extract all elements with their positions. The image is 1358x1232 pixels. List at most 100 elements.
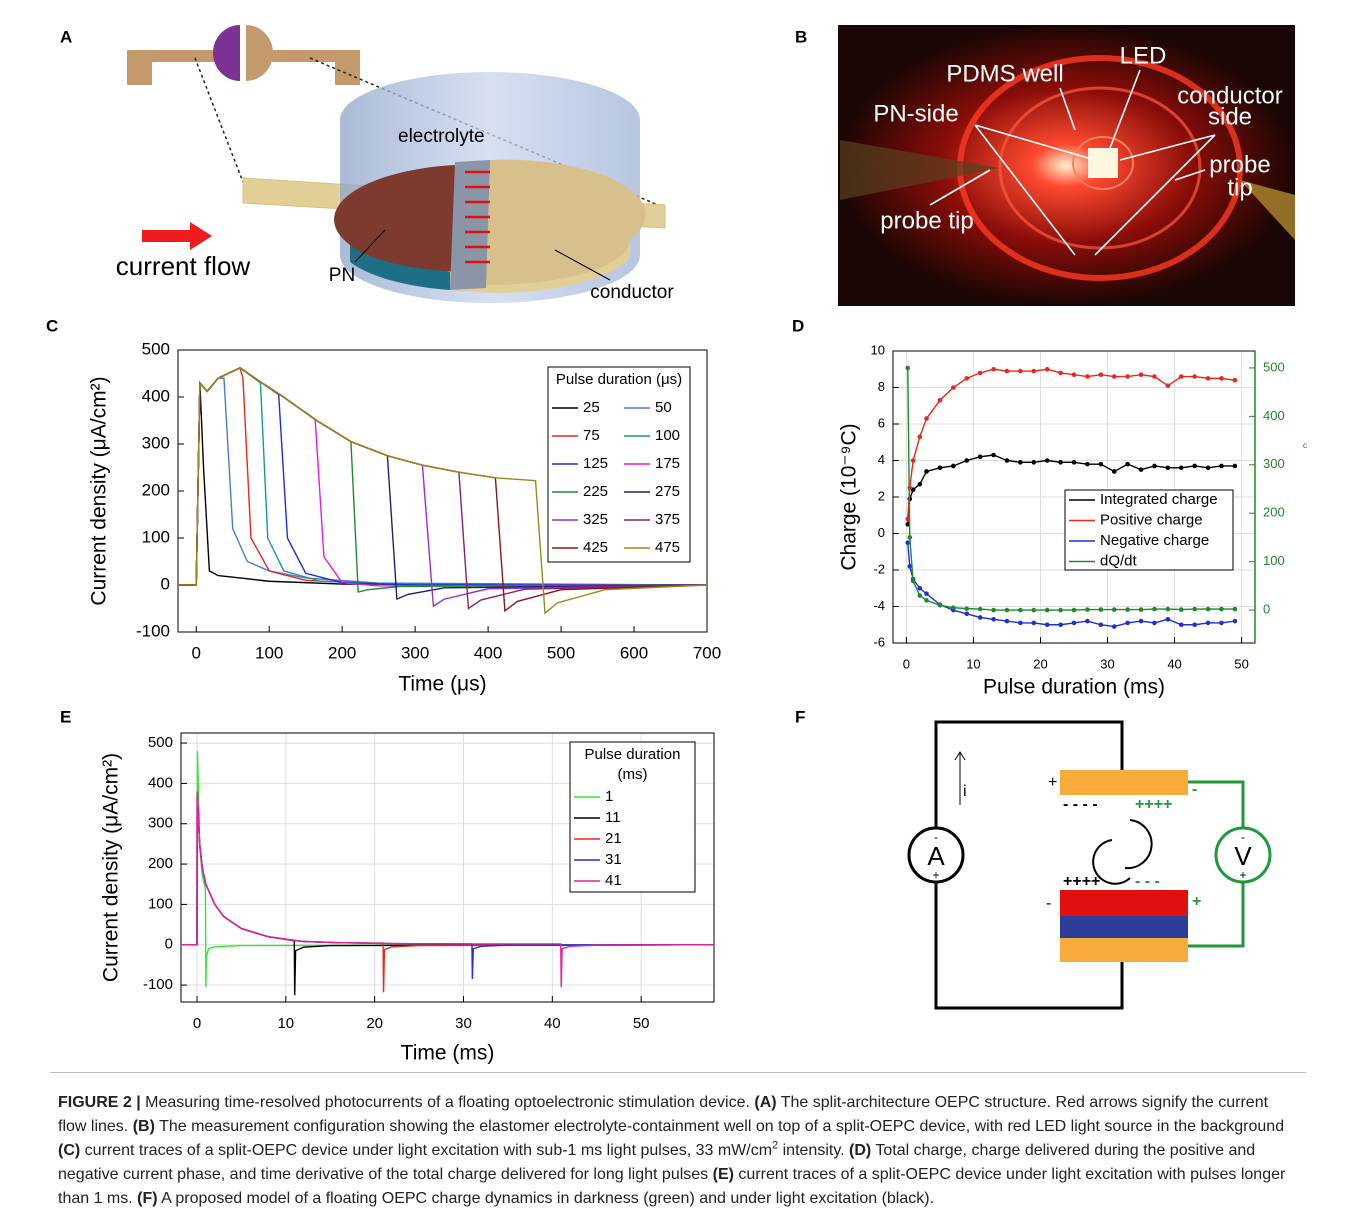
point	[1192, 463, 1197, 469]
chart: D0 10 20 30 40 50-6-4-20246810010020030040050…	[792, 316, 1307, 698]
point	[977, 370, 983, 376]
point	[1018, 620, 1023, 626]
panel-label: B	[795, 27, 807, 46]
series-line	[907, 367, 1235, 611]
legend-title: (ms)	[618, 766, 648, 783]
x-axis-label: Pulse duration (ms)	[983, 676, 1165, 699]
point	[1125, 374, 1130, 379]
label: -	[1046, 895, 1051, 912]
point	[905, 540, 911, 545]
y-tick-label: -2	[873, 561, 885, 576]
point	[910, 458, 916, 463]
point	[1018, 460, 1023, 465]
point	[1205, 465, 1211, 471]
point	[1178, 465, 1184, 471]
x-tick-label: 40	[544, 1015, 561, 1032]
point	[951, 605, 956, 610]
point	[1232, 606, 1238, 612]
y2-axis-label: c	[1303, 441, 1307, 450]
plot-frame	[177, 349, 708, 633]
point	[1152, 374, 1157, 379]
label: probe	[1209, 151, 1270, 178]
x-tick-label: 40	[1167, 656, 1181, 671]
panel-a: A electrolyte current flow PN conductor	[60, 25, 674, 303]
label: V	[1234, 841, 1252, 871]
conductor-disc	[486, 159, 646, 286]
point	[1098, 607, 1104, 612]
point	[924, 469, 929, 474]
x-tick-label: 400	[474, 643, 502, 662]
x-tick-label: 50	[1234, 656, 1248, 671]
point	[1085, 618, 1090, 624]
y-tick-label: 400	[142, 386, 170, 405]
point	[1018, 607, 1023, 613]
label: probe tip	[880, 207, 973, 234]
point	[1219, 463, 1224, 469]
caption-text: The split-architecture OEPC structure. R…	[58, 1094, 1269, 1135]
point	[964, 376, 970, 381]
caption-text: The measurement configuration showing th…	[154, 1118, 1285, 1135]
series-line	[181, 791, 715, 988]
y2-tick-label: 300	[1263, 456, 1285, 471]
x-axis-label: Time (μs)	[398, 673, 486, 696]
y-tick-label: 300	[142, 433, 170, 452]
point	[905, 365, 911, 371]
point	[951, 463, 956, 469]
label: +	[1048, 774, 1057, 791]
legend-label: 225	[583, 483, 608, 500]
legend-label: 425	[583, 539, 608, 556]
point	[1098, 461, 1104, 467]
point	[1031, 607, 1037, 613]
point	[1232, 618, 1238, 624]
point	[907, 564, 913, 569]
legend-label: dQ/dt	[1100, 552, 1138, 569]
caption-text: 2	[772, 1139, 779, 1152]
x-axis-label: Time (ms)	[401, 1042, 495, 1065]
legend-label: 375	[655, 511, 680, 528]
point	[937, 465, 943, 471]
caption-text: FIGURE 2 |	[58, 1094, 141, 1111]
dark-circuit	[907, 720, 1124, 1010]
point	[1085, 461, 1090, 467]
panel-f: F i A - + V - + + - - - - ++++ - ++++ - …	[795, 707, 1272, 1010]
x-tick-label: 30	[455, 1015, 472, 1032]
label: ++++	[1063, 873, 1100, 890]
point	[1138, 372, 1144, 378]
point	[1004, 607, 1010, 613]
caption-text: (D)	[849, 1142, 872, 1159]
y-axis-label: Current density (μA/cm²)	[100, 753, 123, 982]
caption-text: Measuring time-resolved photocurrents of…	[140, 1094, 755, 1111]
point	[1192, 374, 1197, 379]
point	[917, 481, 923, 487]
series-line	[907, 454, 1235, 525]
point	[1071, 372, 1077, 378]
y-tick-label: 8	[878, 379, 885, 394]
label: tip	[1227, 174, 1252, 201]
x-tick-label: 0	[193, 1015, 201, 1032]
point	[907, 535, 913, 540]
caption-text: A proposed model of a floating OEPC char…	[157, 1190, 935, 1207]
legend-label: 31	[605, 851, 622, 868]
y-tick-label: 10	[871, 342, 885, 357]
y2-tick-label: 0	[1263, 602, 1270, 617]
point	[1098, 372, 1104, 378]
cycle-arrow	[1124, 819, 1153, 870]
y-axis-label: Current density (μA/cm²)	[88, 376, 111, 605]
panel-label: C	[46, 316, 58, 335]
point	[1205, 606, 1211, 612]
point	[917, 593, 923, 598]
x-tick-label: 0	[903, 656, 910, 671]
label: i	[963, 783, 967, 800]
legend-box	[1064, 489, 1234, 571]
point	[1125, 620, 1130, 626]
label: -	[934, 830, 938, 844]
label: current flow	[116, 251, 251, 281]
y2-tick-label: 500	[1263, 359, 1285, 374]
caption-text: intensity.	[778, 1142, 850, 1159]
legend-label: Integrated charge	[1100, 491, 1218, 508]
legend-box	[569, 741, 696, 893]
x-tick-label: 200	[328, 643, 356, 662]
point	[1111, 624, 1117, 629]
point	[924, 591, 929, 597]
y2-tick-label: 400	[1263, 408, 1285, 423]
